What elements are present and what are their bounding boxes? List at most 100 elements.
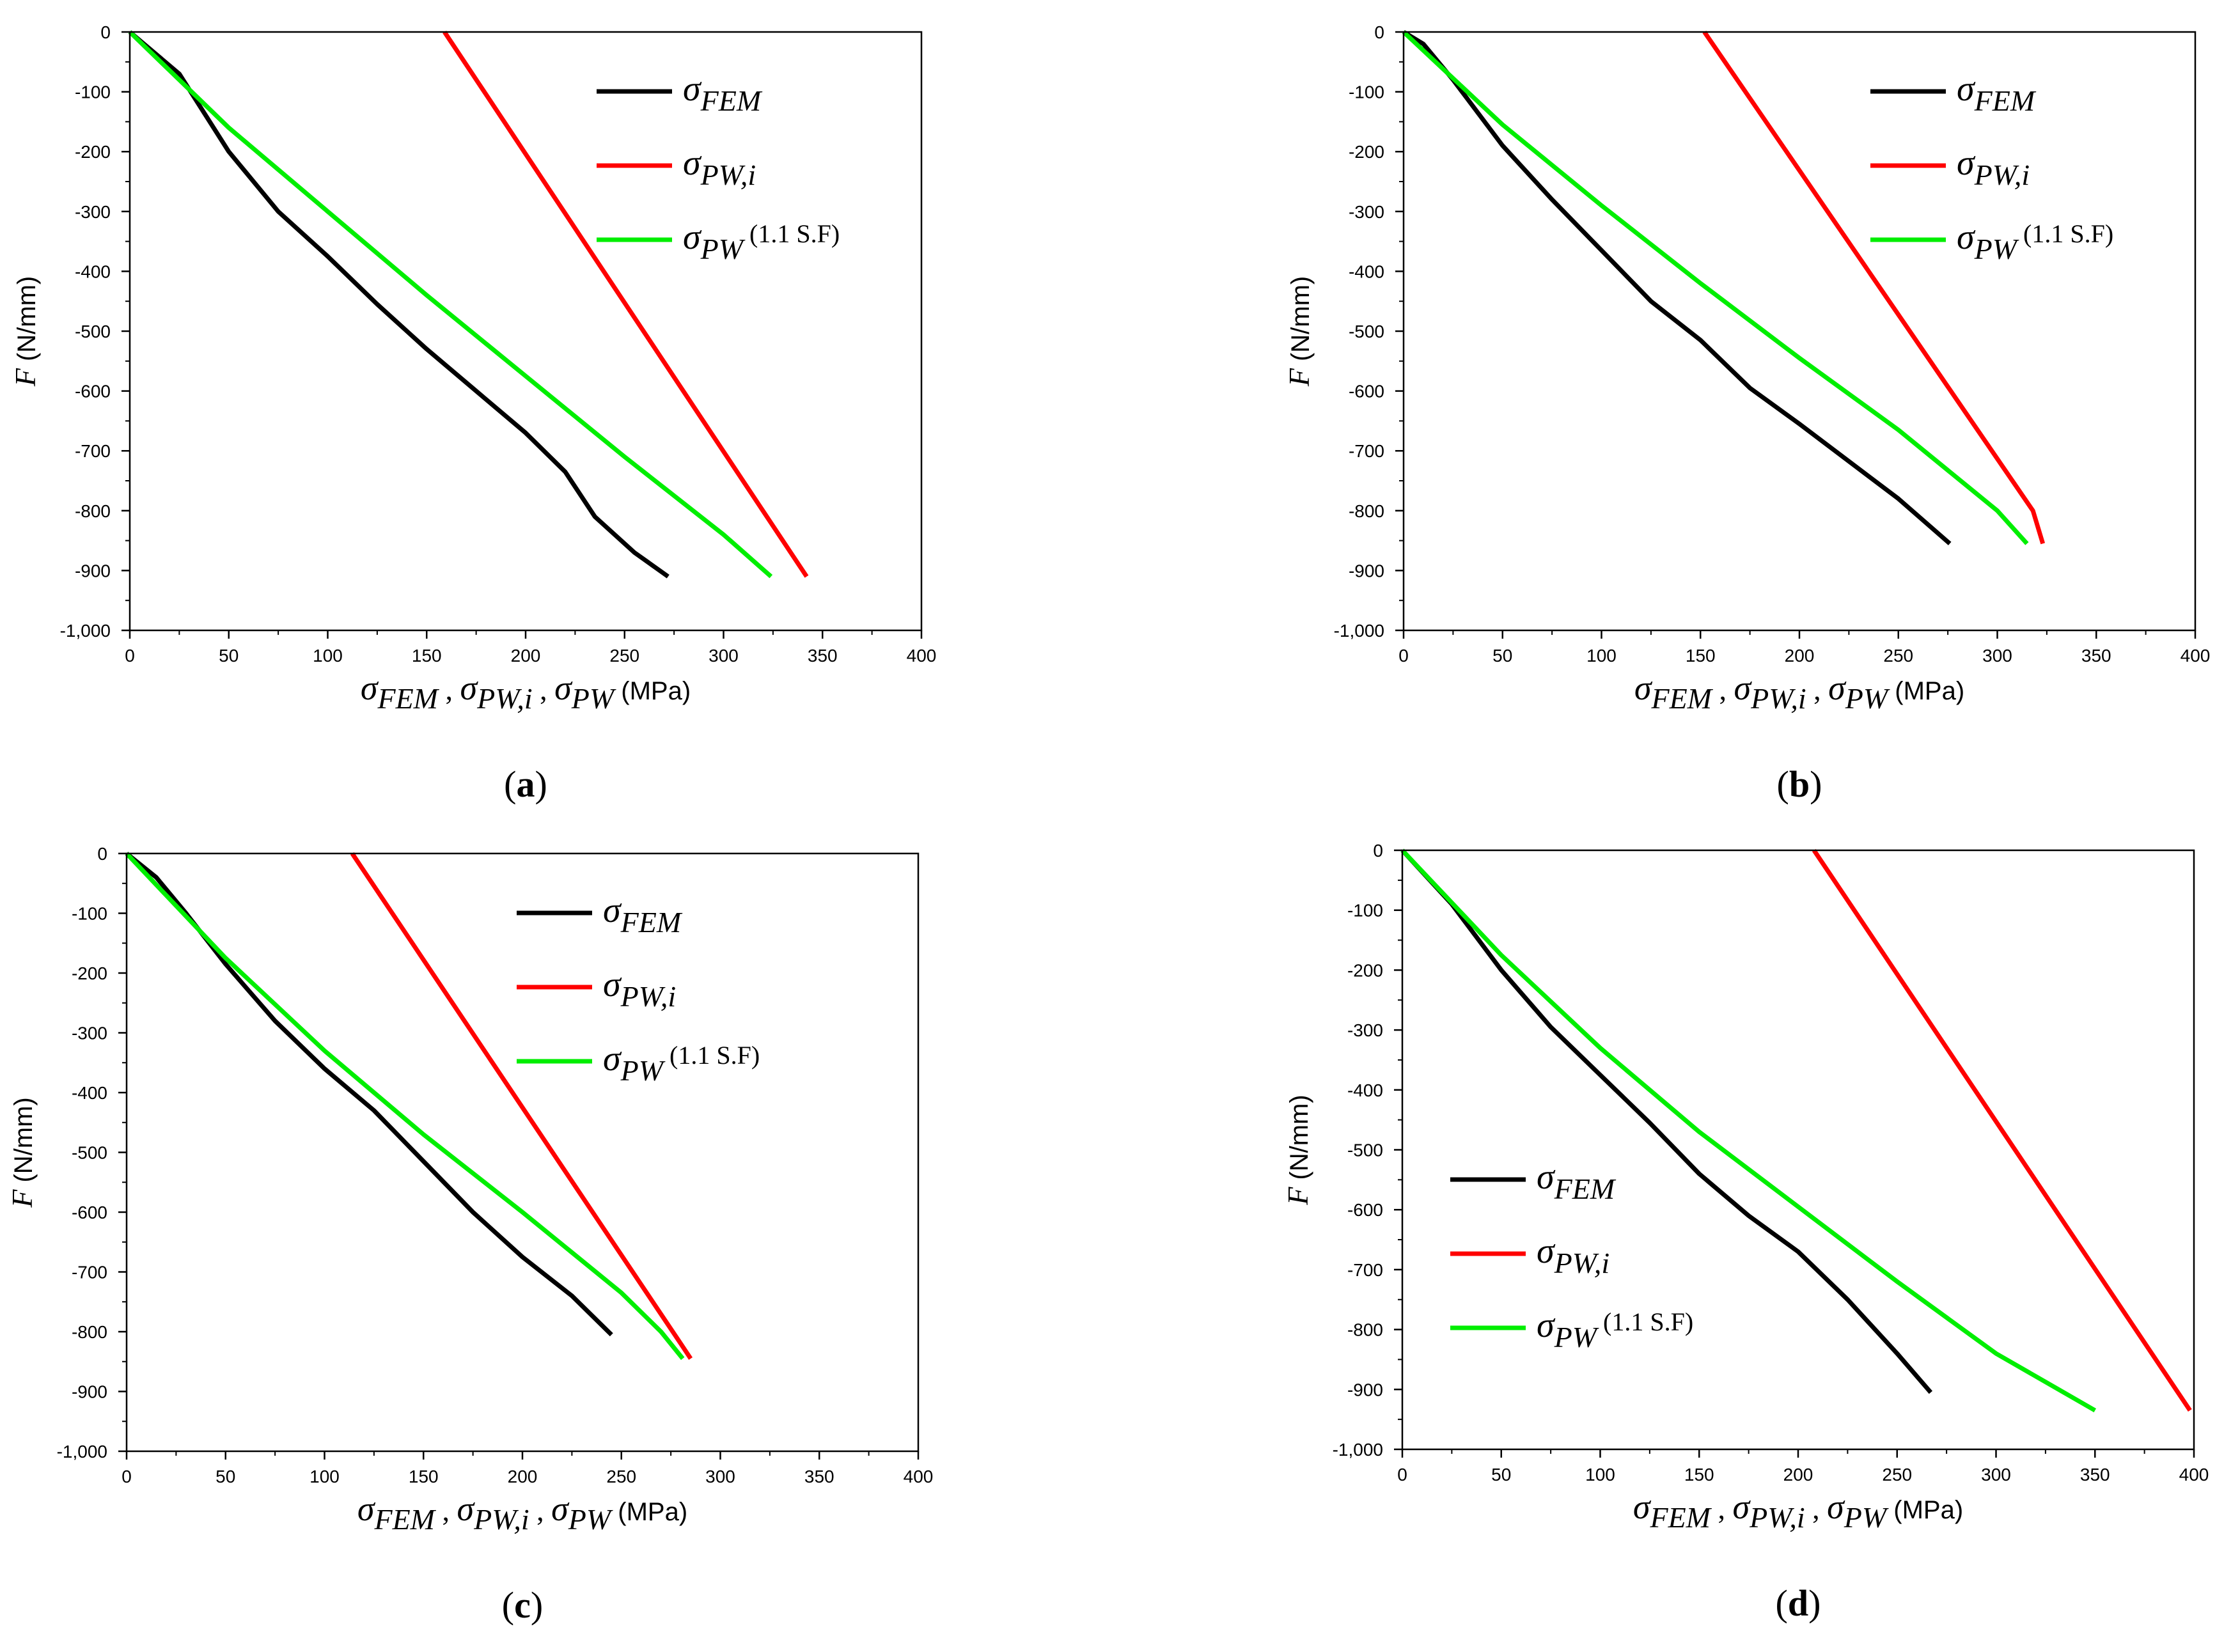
panel-label: (b) <box>1777 763 1822 805</box>
y-axis-label-units: (N/mm) <box>1287 276 1315 368</box>
y-tick-label: -600 <box>72 1203 107 1222</box>
x-axis-label: σFEM , σPW,i , σPW (MPa) <box>1633 1488 1963 1534</box>
x-axis-label: σFEM , σPW,i , σPW (MPa) <box>357 1490 687 1536</box>
y-tick-label: -1,000 <box>57 1442 107 1461</box>
series-line-fem <box>1400 848 1933 1394</box>
y-axis-label-var: F <box>6 1189 38 1208</box>
x-axis-label-sigma: σ <box>551 1490 570 1528</box>
y-tick-label: -500 <box>1349 322 1384 341</box>
legend-sigma: σ <box>1957 217 1976 257</box>
x-axis-label-sep: , <box>435 1494 457 1527</box>
x-tick-label: 250 <box>609 646 639 666</box>
y-tick-label: -900 <box>1347 1380 1383 1399</box>
panel-label-open: ( <box>1777 763 1789 805</box>
legend-label-fem: σFEM <box>683 69 763 117</box>
x-tick-label: 400 <box>907 646 937 666</box>
series-line-pwi <box>1812 849 2192 1412</box>
x-tick-label: 250 <box>1882 1465 1912 1484</box>
x-axis-label-sigma: σ <box>1634 669 1653 707</box>
y-tick-label: -300 <box>1349 202 1384 222</box>
y-tick-label: -700 <box>1347 1260 1383 1280</box>
y-tick-label: -600 <box>1349 382 1384 401</box>
legend-sigma: σ <box>1537 1231 1556 1271</box>
panel-label-letter: a <box>517 763 535 805</box>
y-axis-label: F (N/mm) <box>9 276 42 387</box>
panel-label-close: ) <box>531 1584 543 1626</box>
legend-sub: PW <box>620 1054 666 1087</box>
legend-sigma: σ <box>683 217 702 257</box>
y-tick-label: -700 <box>1349 441 1384 461</box>
panel-label-close: ) <box>535 763 547 805</box>
x-axis-label: σFEM , σPW,i , σPW (MPa) <box>1634 669 1964 715</box>
panel-label-letter: c <box>514 1584 531 1626</box>
legend-label-pw: σPW (1.1 S.F) <box>603 1039 760 1087</box>
x-axis-label-sigma: σ <box>1827 1488 1845 1526</box>
y-tick-label: -1,000 <box>60 621 111 641</box>
x-tick-label: 50 <box>215 1467 235 1486</box>
x-tick-label: 0 <box>121 1467 132 1486</box>
y-axis-label-var: F <box>1281 1187 1314 1206</box>
panel-label: (c) <box>502 1584 543 1626</box>
legend-label-fem: σFEM <box>603 891 683 939</box>
y-axis-label-units: (N/mm) <box>10 1097 38 1189</box>
y-tick-label: -1,000 <box>1333 1440 1383 1460</box>
legend-sub: PW <box>1554 1321 1599 1353</box>
y-tick-label: -400 <box>72 1083 107 1103</box>
y-axis-label-units: (N/mm) <box>1285 1095 1313 1187</box>
legend-sigma: σ <box>1537 1157 1556 1197</box>
chart-panel-b: 0 50 100 150 200 250 300 350 400 0 -100 -200 -300 -40… <box>1283 22 2210 805</box>
legend-sigma: σ <box>683 69 702 109</box>
y-tick-label: 0 <box>1374 22 1384 42</box>
x-tick-label: 200 <box>511 646 541 666</box>
plot-frame <box>125 852 920 1453</box>
x-axis-label-sub: PW,i <box>476 682 532 715</box>
x-tick-label: 200 <box>1785 646 1815 666</box>
legend-sub: FEM <box>1554 1173 1617 1205</box>
chart-panel-d: 0 50 100 150 200 250 300 350 400 0 -100 -200 -300 -40… <box>1281 841 2209 1624</box>
x-tick-label: 100 <box>313 646 343 666</box>
legend-suffix: (1.1 S.F) <box>2017 219 2113 248</box>
x-axis-label-sigma: σ <box>1732 1488 1751 1526</box>
x-tick-label: 200 <box>508 1467 538 1486</box>
x-axis-label-sub: PW,i <box>1749 1501 1805 1534</box>
chart-panel-c: 0 50 100 150 200 250 300 350 400 0 -100 -200 -300 -40… <box>6 844 933 1626</box>
series-line-pw <box>128 30 773 579</box>
y-tick-label: 0 <box>100 22 111 42</box>
x-tick-label: 100 <box>1585 1465 1615 1484</box>
y-axis-label-var: F <box>9 368 42 387</box>
y-tick-label: -100 <box>75 82 111 102</box>
x-axis-label-sub: FEM <box>373 1503 436 1536</box>
series-line-pwi <box>1702 31 2046 545</box>
x-tick-label: 100 <box>309 1467 340 1486</box>
x-axis-label-units: (MPa) <box>1886 1496 1963 1524</box>
x-axis-label-sigma: σ <box>1633 1488 1652 1526</box>
panel-label: (d) <box>1776 1582 1821 1624</box>
x-axis-label-sub: PW <box>1845 682 1890 715</box>
y-tick-label: -100 <box>1349 82 1384 102</box>
panel-label: (a) <box>504 763 547 805</box>
series-line-pw <box>125 852 685 1360</box>
x-tick-label: 300 <box>1981 1465 2011 1484</box>
y-tick-label: 0 <box>97 844 107 864</box>
y-axis-label: F (N/mm) <box>1281 1095 1314 1206</box>
panel-label-open: ( <box>504 763 516 805</box>
y-axis-label: F (N/mm) <box>6 1097 38 1208</box>
x-tick-label: 150 <box>1684 1465 1714 1484</box>
panel-label-close: ) <box>1808 1582 1821 1624</box>
x-tick-label: 0 <box>1398 646 1409 666</box>
series-line-pwi <box>350 852 693 1360</box>
legend-sigma: σ <box>1957 143 1976 183</box>
x-tick-label: 100 <box>1586 646 1617 666</box>
x-axis-label-units: (MPa) <box>614 677 691 705</box>
legend-label-pwi: σPW,i <box>1537 1231 1609 1279</box>
legend-sub: PW <box>1974 233 2019 265</box>
x-tick-label: 50 <box>1491 1465 1511 1484</box>
x-axis-label-sub: PW <box>571 682 616 715</box>
x-tick-label: 150 <box>1686 646 1716 666</box>
x-axis-label-sep: , <box>1711 1492 1733 1525</box>
x-tick-label: 300 <box>709 646 739 666</box>
y-tick-label: -800 <box>72 1322 107 1342</box>
y-tick-label: -600 <box>75 382 111 401</box>
y-tick-label: -900 <box>1349 561 1384 581</box>
panel-label-open: ( <box>1776 1582 1788 1624</box>
